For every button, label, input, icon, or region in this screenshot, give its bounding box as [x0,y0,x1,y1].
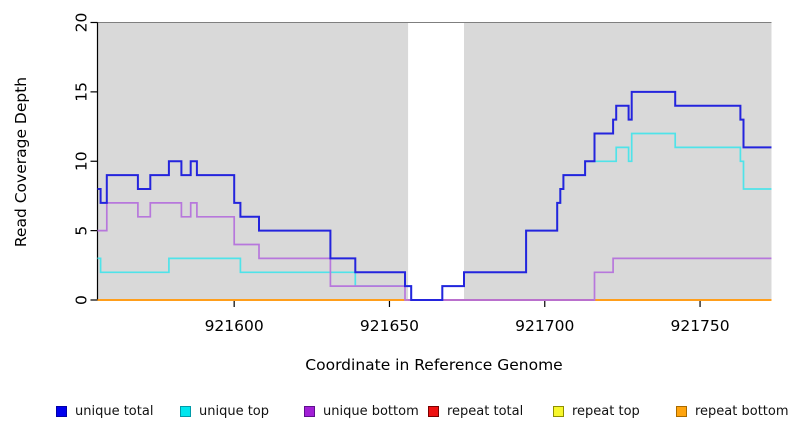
legend-swatch-icon [180,405,191,417]
legend-item-repeat-top: repeat top [553,401,640,421]
series-line-unique-bottom [97,202,772,301]
coverage-plot: 0 5 10 15 20 921600 921650 921700 921750 [73,13,772,335]
legend-item-unique-top: unique top [180,401,269,421]
legend-label: unique top [199,403,270,419]
y-axis-tick-label: 5 [73,226,91,236]
y-axis-tick-label: 20 [73,13,91,33]
legend-item-repeat-bottom: repeat bottom [676,401,789,421]
legend-swatch-icon [56,405,67,417]
legend-label: repeat total [447,403,524,419]
legend-label: repeat top [572,403,640,419]
legend-swatch-icon [304,405,315,417]
y-axis-title: Read Coverage Depth [12,76,30,248]
legend-item-unique-total: unique total [56,401,153,421]
legend-swatch-icon [676,405,687,417]
legend: unique total unique top unique bottom repea… [0,401,792,423]
legend-item-repeat-total: repeat total [428,401,523,421]
legend-label: repeat bottom [695,403,789,419]
series-line-unique-total [97,90,772,301]
x-axis-tick-label: 921650 [360,317,419,335]
y-axis-tick-label: 0 [73,295,91,305]
legend-item-unique-bottom: unique bottom [304,401,419,421]
y-axis-tick-label: 15 [73,82,91,102]
x-axis-title: Coordinate in Reference Genome [305,356,563,374]
unshaded-band [408,22,465,300]
x-axis-tick-label: 921700 [515,317,574,335]
legend-label: unique bottom [323,403,419,419]
y-axis-tick-label: 10 [73,151,91,171]
legend-label: unique total [75,403,154,419]
x-axis-tick-label: 921750 [670,317,729,335]
legend-swatch-icon [428,405,439,417]
x-axis-tick-label: 921600 [205,317,264,335]
legend-swatch-icon [553,405,564,417]
